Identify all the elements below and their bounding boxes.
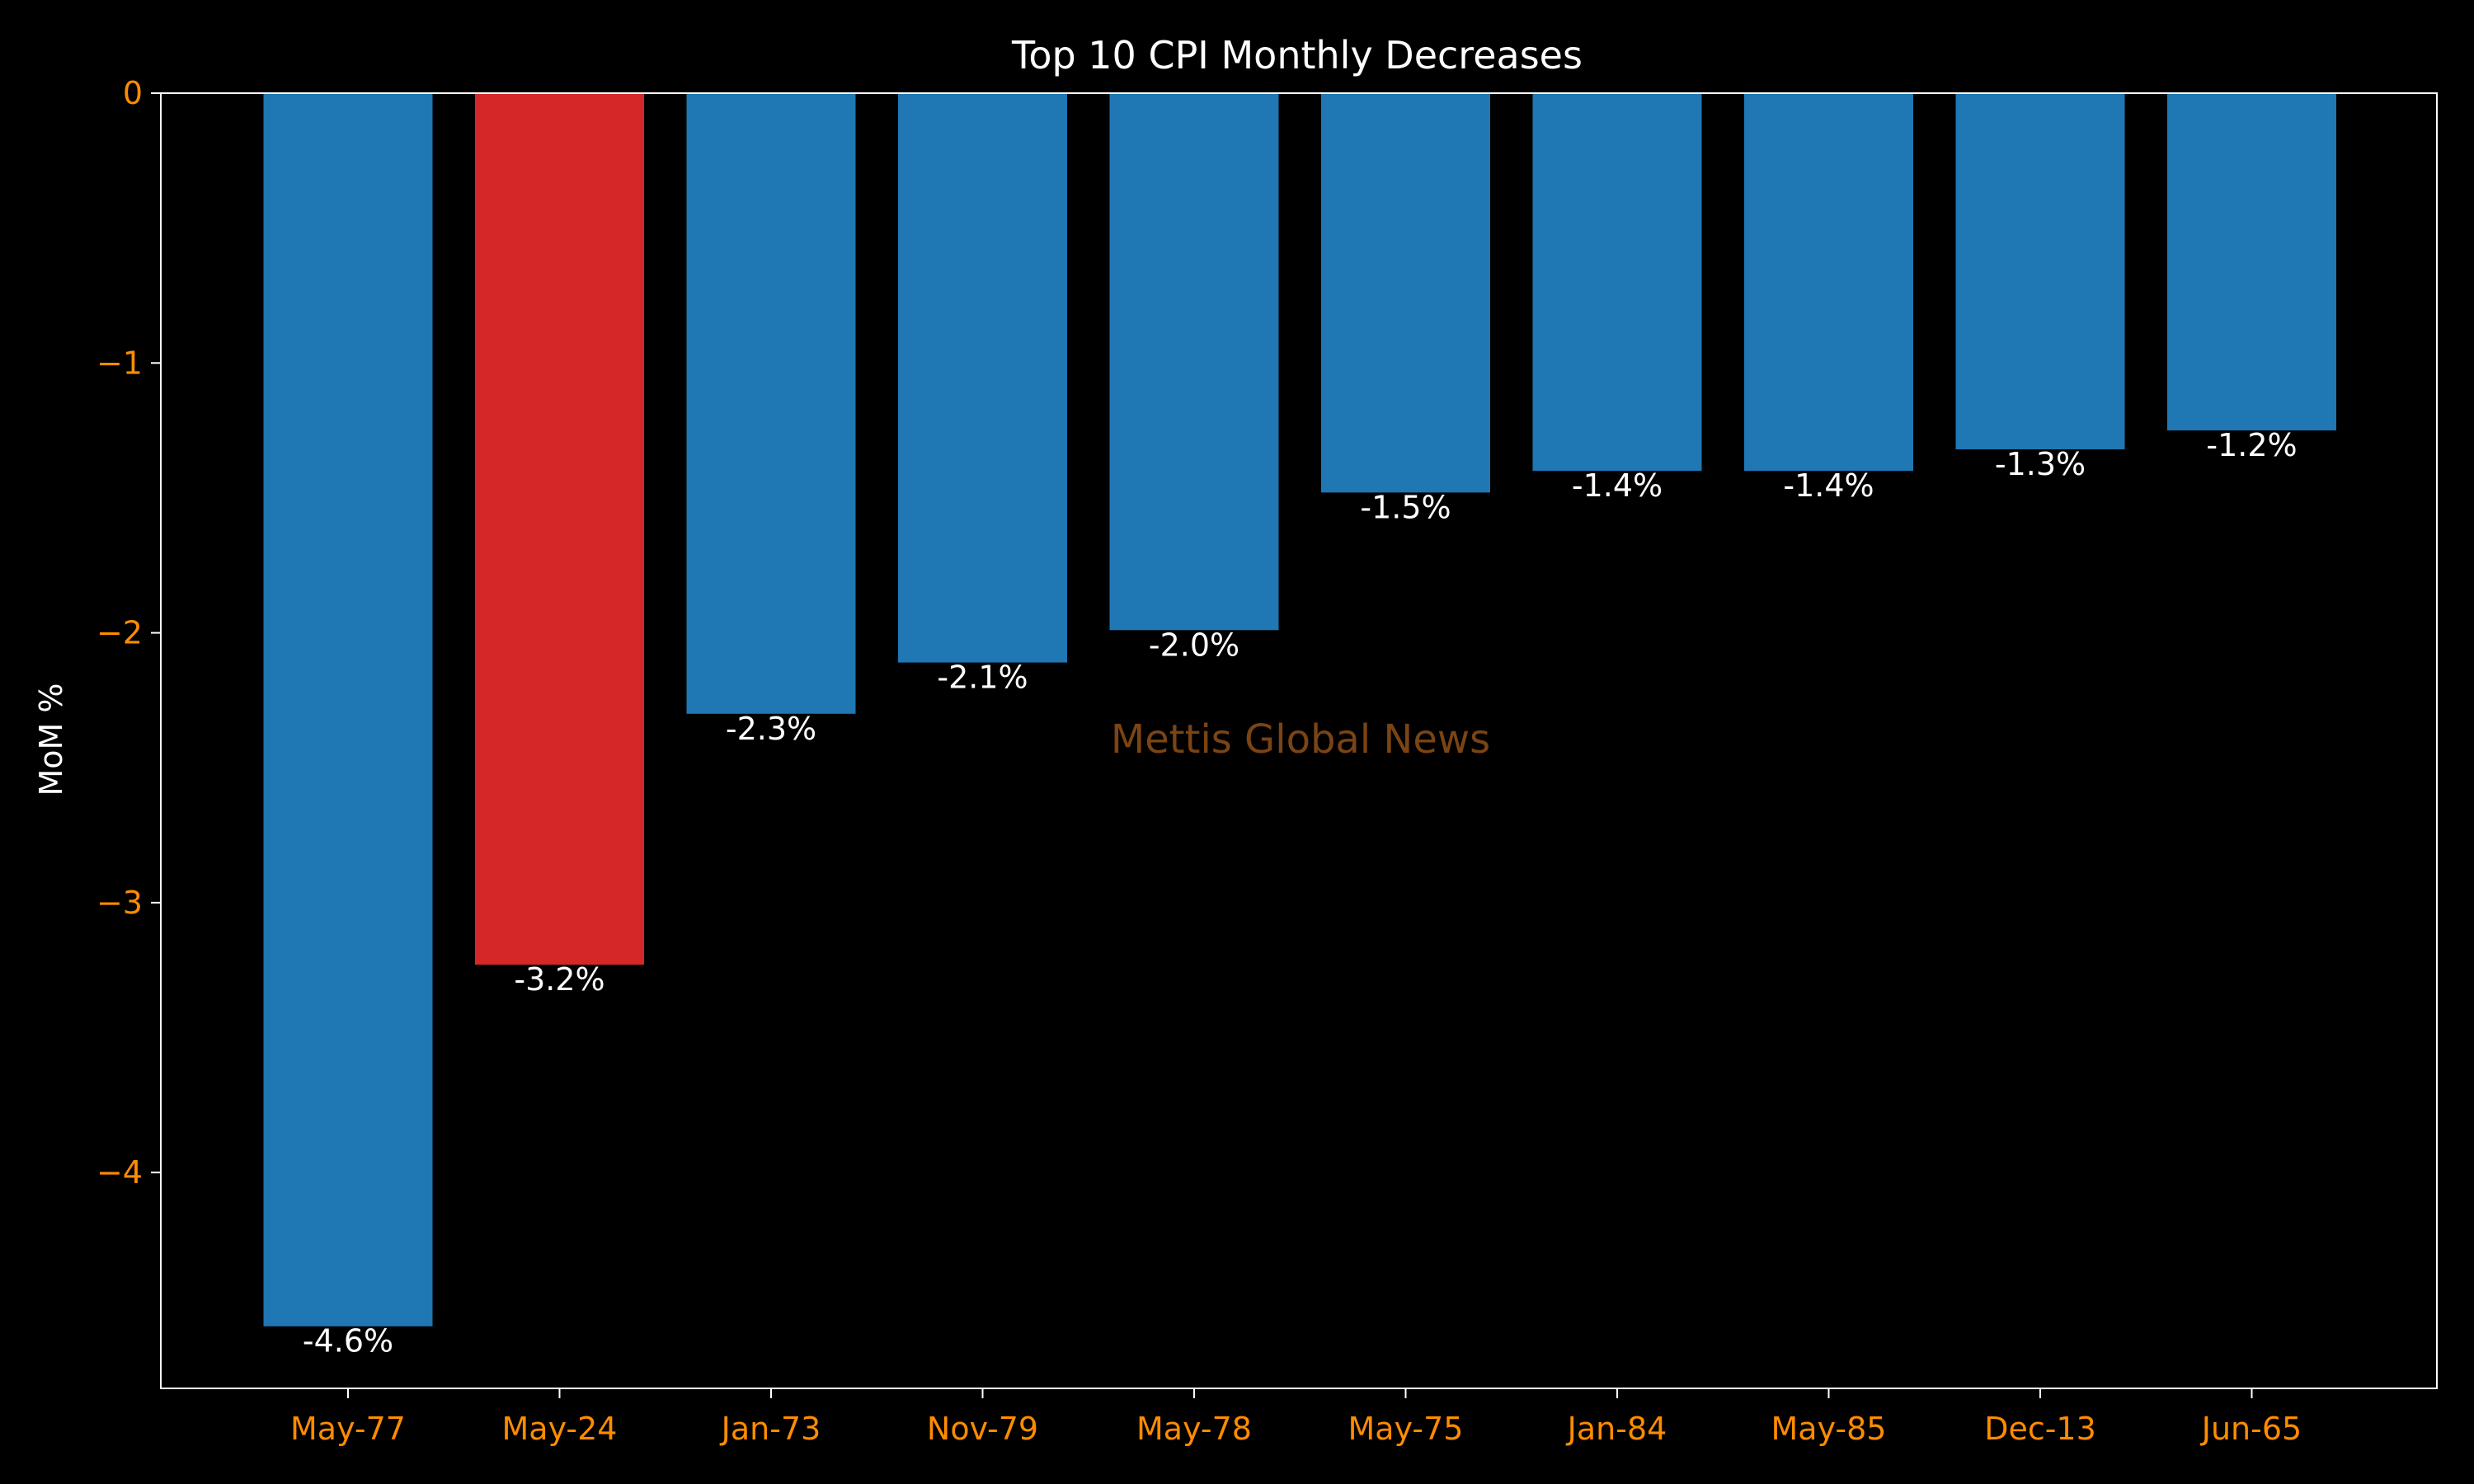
x-tick-label: May-75 (1348, 1411, 1464, 1447)
y-tick-label: −2 (96, 615, 143, 651)
bar-may-77 (263, 93, 433, 1327)
bar-jan-84 (1532, 93, 1702, 472)
x-tick-label: Nov-79 (927, 1411, 1038, 1447)
value-label: -1.4% (1572, 467, 1663, 504)
bar-dec-13 (1955, 93, 2125, 450)
plot-frame (160, 92, 2438, 1389)
value-label: -1.3% (1995, 446, 2086, 482)
value-label: -2.0% (1149, 627, 1239, 663)
x-axis-ticks: May-77 May-24 Jan-73 Nov-79 May-78 May-75 Jan-… (290, 1388, 2302, 1447)
bar-nov-79 (898, 93, 1067, 663)
bar-jun-65 (2167, 93, 2336, 431)
value-label: -1.4% (1783, 467, 1874, 504)
y-tick-label: 0 (123, 75, 143, 111)
bar-may-24 (475, 93, 644, 965)
y-tick-label: −3 (96, 885, 143, 921)
x-tick-label: Jun-65 (2200, 1411, 2302, 1447)
bar-may-85 (1744, 93, 1913, 472)
x-tick-label: May-78 (1136, 1411, 1252, 1447)
value-label: -2.1% (937, 660, 1028, 696)
x-tick-label: Jan-84 (1566, 1411, 1667, 1447)
x-tick-label: Dec-13 (1984, 1411, 2096, 1447)
chart-title: Top 10 CPI Monthly Decreases (1011, 33, 1583, 77)
bars (263, 93, 2336, 1327)
bar-jan-73 (686, 93, 856, 714)
value-label: -4.6% (303, 1323, 393, 1360)
value-label: -2.3% (726, 711, 816, 747)
x-tick-label: May-85 (1771, 1411, 1887, 1447)
y-tick-label: −4 (96, 1154, 143, 1190)
watermark: Mettis Global News (1111, 716, 1490, 763)
y-axis-label: MoM % (33, 683, 69, 796)
bar-may-75 (1321, 93, 1490, 493)
y-tick-label: −1 (96, 345, 143, 381)
x-tick-label: May-24 (502, 1411, 618, 1447)
value-labels: -4.6% -3.2% -2.3% -2.1% -2.0% -1.5% -1.4% -1.4%… (303, 427, 2298, 1360)
value-label: -1.5% (1360, 489, 1451, 525)
x-tick-label: Jan-73 (720, 1411, 821, 1447)
y-axis-ticks: 0 −1 −2 −3 −4 (96, 75, 161, 1190)
x-tick-label: May-77 (290, 1411, 406, 1447)
value-label: -3.2% (514, 961, 604, 998)
value-label: -1.2% (2206, 427, 2297, 463)
bar-may-78 (1109, 93, 1279, 631)
